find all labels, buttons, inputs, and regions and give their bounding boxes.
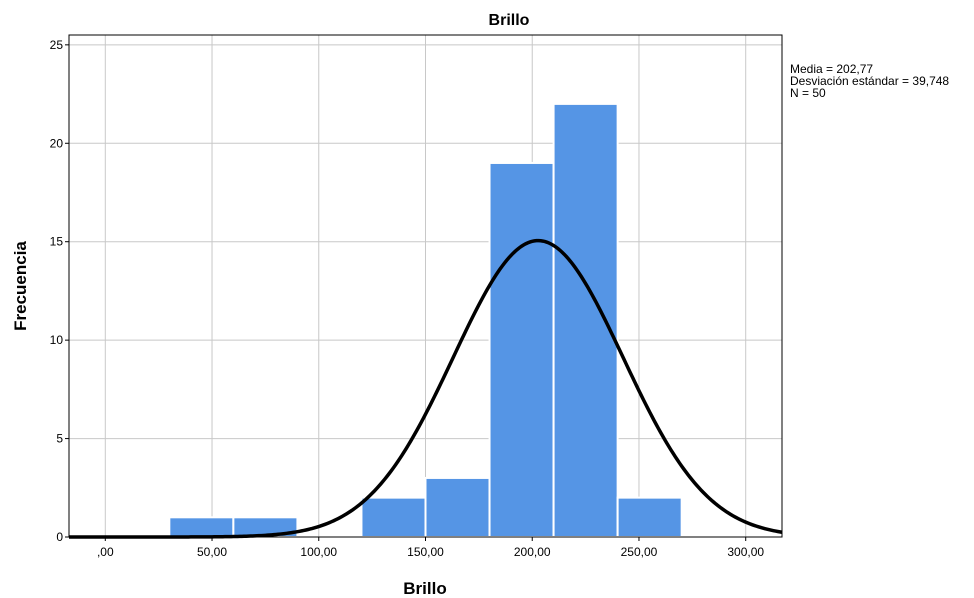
y-tick-label-0: 0 <box>56 530 63 544</box>
histogram-bar-5 <box>488 161 555 538</box>
histogram-bar-4 <box>424 476 491 538</box>
x-tick-label-0: ,00 <box>97 545 114 559</box>
histogram-bar-7 <box>616 496 683 538</box>
y-tick-label-1: 5 <box>56 432 63 446</box>
y-tick-label-5: 25 <box>50 38 64 52</box>
histogram-bar-6 <box>552 102 619 539</box>
x-tick-label-5: 250,00 <box>621 545 658 559</box>
x-tick-label-1: 50,00 <box>197 545 227 559</box>
histogram-bar-3 <box>360 496 427 538</box>
y-tick-label-4: 20 <box>50 136 64 150</box>
x-axis-ticks: ,00 50,00 100,00 150,00 200,00 250,00 300,00 <box>97 537 764 559</box>
stats-line-0: Media = 202,77 <box>790 62 873 76</box>
grid-lines <box>69 35 782 537</box>
x-tick-label-2: 100,00 <box>300 545 337 559</box>
y-axis-ticks: 0 5 10 15 20 25 <box>50 38 69 544</box>
stats-line-1: Desviación estándar = 39,748 <box>790 74 949 88</box>
y-axis-label: Frecuencia <box>11 241 30 331</box>
stats-line-2: N = 50 <box>790 86 826 100</box>
x-tick-label-3: 150,00 <box>407 545 444 559</box>
y-tick-label-3: 15 <box>50 235 64 249</box>
histogram-bar-0 <box>168 516 235 538</box>
x-tick-label-4: 200,00 <box>514 545 551 559</box>
y-tick-label-2: 10 <box>50 333 64 347</box>
x-tick-label-6: 300,00 <box>727 545 764 559</box>
chart-title: Brillo <box>489 12 530 29</box>
x-axis-label: Brillo <box>403 579 446 598</box>
